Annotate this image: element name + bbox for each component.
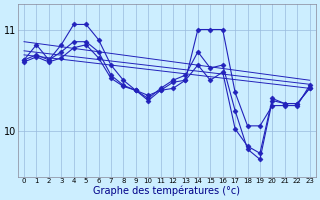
X-axis label: Graphe des températures (°c): Graphe des températures (°c) [93,185,240,196]
